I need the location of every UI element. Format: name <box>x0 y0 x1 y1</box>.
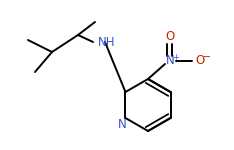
Text: O: O <box>165 30 175 44</box>
Text: NH: NH <box>98 36 116 48</box>
Text: −: − <box>203 52 211 62</box>
Text: +: + <box>172 52 179 62</box>
Text: N: N <box>166 54 174 68</box>
Text: O: O <box>195 54 205 68</box>
Text: N: N <box>118 117 127 130</box>
